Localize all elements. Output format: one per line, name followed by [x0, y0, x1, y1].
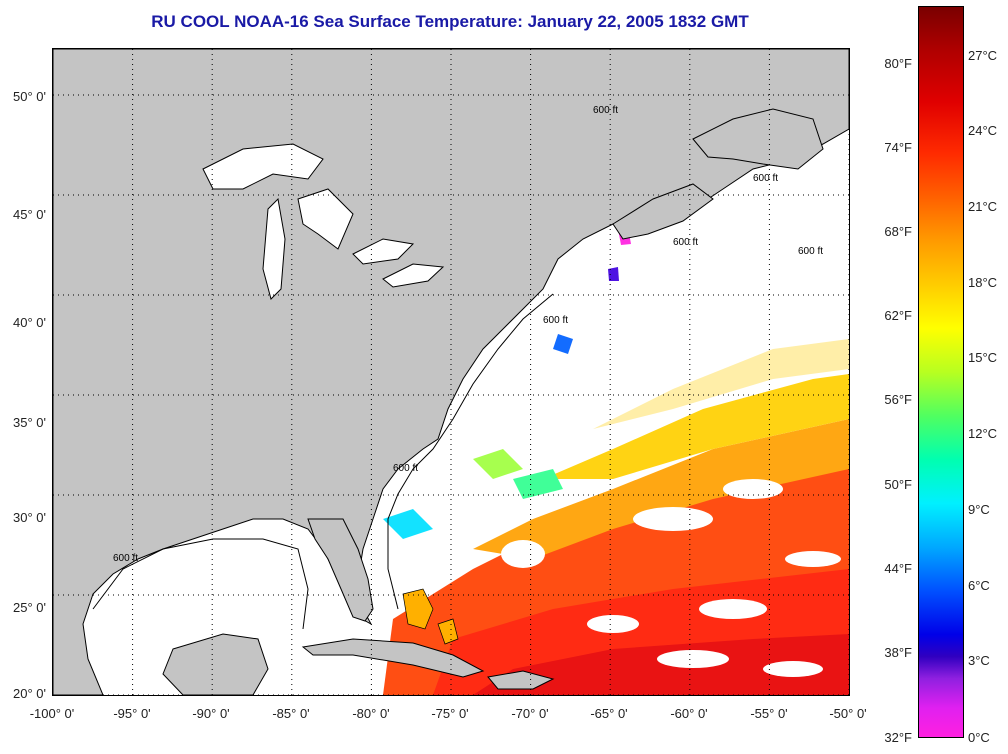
lon-label: -65° 0'	[590, 706, 628, 721]
lon-label: -100° 0'	[29, 706, 75, 721]
celsius-label: 0°C	[968, 730, 990, 745]
color-bar	[918, 6, 964, 738]
fahrenheit-label: 56°F	[884, 392, 912, 407]
land-newfoundland	[692, 108, 824, 170]
celsius-label: 9°C	[968, 502, 990, 517]
fahrenheit-label: 68°F	[884, 224, 912, 239]
lon-label: -50° 0'	[829, 706, 867, 721]
lon-label: -85° 0'	[272, 706, 310, 721]
isobath-label: 600 ft	[543, 315, 568, 326]
celsius-label: 12°C	[968, 426, 998, 441]
great-lakes	[202, 143, 445, 300]
fahrenheit-label: 38°F	[884, 645, 912, 660]
lat-label: 40° 0'	[13, 315, 46, 330]
land-yucatan	[162, 633, 269, 695]
cloud-cover	[501, 479, 841, 677]
fahrenheit-label: 44°F	[884, 561, 912, 576]
isobath-label: 600 ft	[113, 553, 138, 564]
fahrenheit-label: 50°F	[884, 477, 912, 492]
celsius-label: 6°C	[968, 578, 990, 593]
fahrenheit-label: 80°F	[884, 56, 912, 71]
lon-label: -55° 0'	[750, 706, 788, 721]
sst-map[interactable]: 600 ft 600 ft 600 ft 600 ft 600 ft 600 f…	[52, 48, 850, 696]
lon-label: -75° 0'	[431, 706, 469, 721]
isobath-label: 600 ft	[673, 237, 698, 248]
isobath-labels: 600 ft 600 ft 600 ft 600 ft 600 ft 600 f…	[113, 105, 823, 564]
isobath-label: 600 ft	[393, 463, 418, 474]
land-hispaniola	[487, 670, 555, 690]
lat-label: 25° 0'	[13, 600, 46, 615]
lat-label: 45° 0'	[13, 207, 46, 222]
isobath-600ft	[387, 293, 554, 610]
bahamas-shoals	[402, 588, 459, 645]
isobath-label: 600 ft	[593, 105, 618, 116]
lat-label: 20° 0'	[13, 686, 46, 701]
celsius-label: 27°C	[968, 48, 998, 63]
land-cuba	[301, 638, 485, 678]
celsius-label: 15°C	[968, 350, 998, 365]
lat-label: 30° 0'	[13, 510, 46, 525]
celsius-label: 18°C	[968, 275, 998, 290]
fahrenheit-label: 32°F	[884, 730, 912, 745]
lon-label: -60° 0'	[670, 706, 708, 721]
lon-label: -95° 0'	[113, 706, 151, 721]
isobath-label: 600 ft	[753, 173, 778, 184]
celsius-label: 21°C	[968, 199, 998, 214]
lon-label: -70° 0'	[511, 706, 549, 721]
isobath-600ft-gulf	[92, 538, 309, 630]
lat-label: 35° 0'	[13, 415, 46, 430]
map-title: RU COOL NOAA-16 Sea Surface Temperature:…	[151, 12, 749, 31]
celsius-label: 24°C	[968, 123, 998, 138]
land-florida	[307, 518, 374, 622]
lon-label: -80° 0'	[352, 706, 390, 721]
celsius-label: 3°C	[968, 653, 990, 668]
fahrenheit-label: 74°F	[884, 140, 912, 155]
fahrenheit-label: 62°F	[884, 308, 912, 323]
lat-label: 50° 0'	[13, 89, 46, 104]
lon-label: -90° 0'	[192, 706, 230, 721]
map-canvas: 600 ft 600 ft 600 ft 600 ft 600 ft 600 f…	[53, 49, 849, 695]
land-nova-scotia	[612, 183, 714, 240]
isobath-label: 600 ft	[798, 246, 823, 257]
